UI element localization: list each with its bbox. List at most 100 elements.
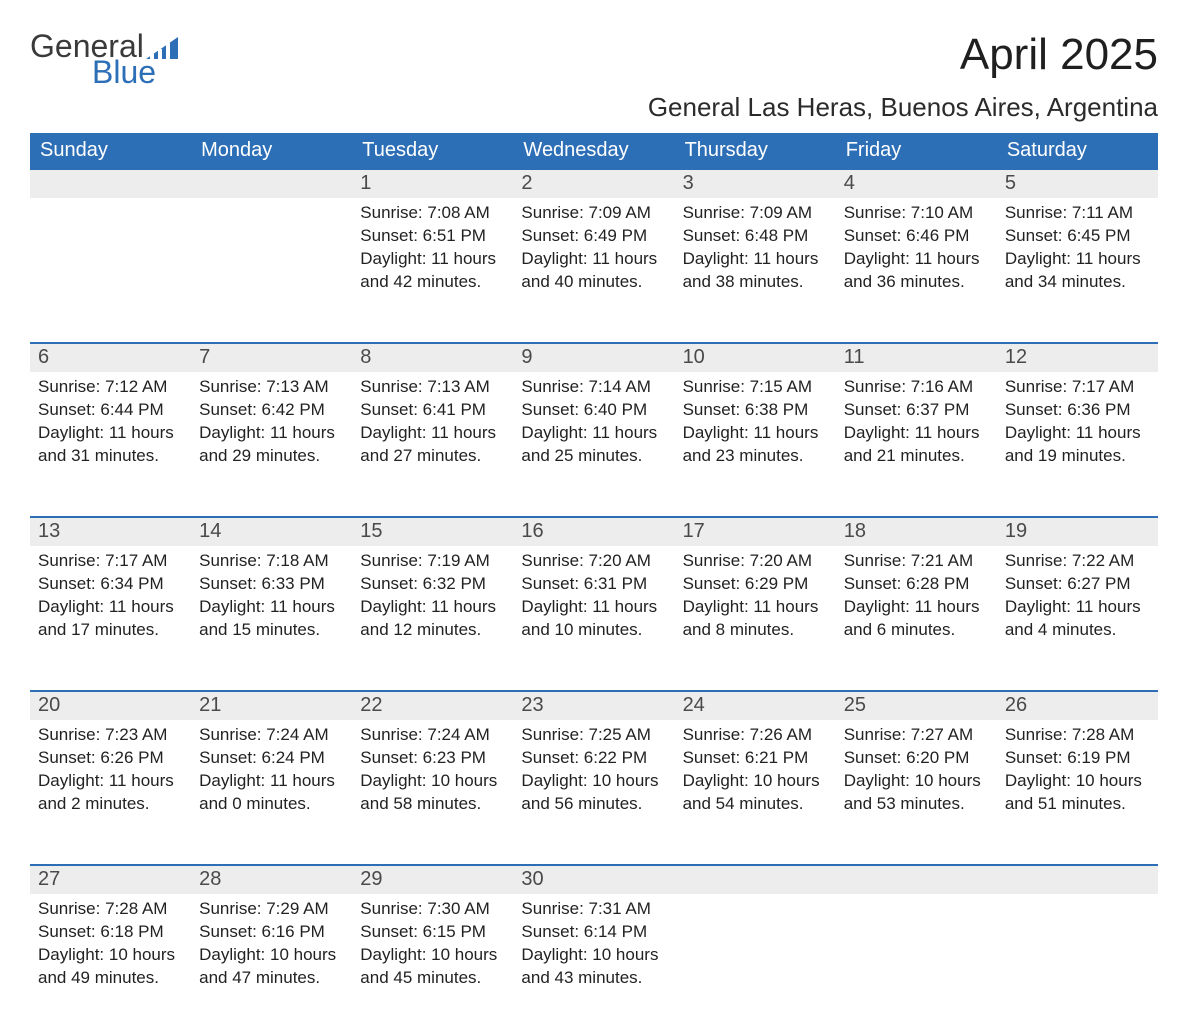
sunset-text: Sunset: 6:32 PM	[360, 573, 505, 596]
day-body: Sunrise: 7:20 AMSunset: 6:31 PMDaylight:…	[513, 546, 674, 642]
day-number: 11	[836, 344, 997, 372]
day-number: 17	[675, 518, 836, 546]
calendar-day	[191, 198, 352, 326]
location-subtitle: General Las Heras, Buenos Aires, Argenti…	[30, 92, 1158, 123]
brand-triangle-icon	[146, 32, 178, 64]
day-number-strip: 12345	[30, 170, 1158, 198]
calendar-day	[997, 894, 1158, 1022]
day-number	[191, 170, 352, 198]
calendar-day: Sunrise: 7:24 AMSunset: 6:23 PMDaylight:…	[352, 720, 513, 848]
week-body-row: Sunrise: 7:28 AMSunset: 6:18 PMDaylight:…	[30, 894, 1158, 1022]
sunrise-text: Sunrise: 7:17 AM	[1005, 376, 1150, 399]
daylight-text: Daylight: 10 hours and 47 minutes.	[199, 944, 344, 990]
daylight-text: Daylight: 10 hours and 49 minutes.	[38, 944, 183, 990]
day-body: Sunrise: 7:12 AMSunset: 6:44 PMDaylight:…	[30, 372, 191, 468]
sunset-text: Sunset: 6:51 PM	[360, 225, 505, 248]
sunrise-text: Sunrise: 7:15 AM	[683, 376, 828, 399]
sunrise-text: Sunrise: 7:24 AM	[199, 724, 344, 747]
day-body: Sunrise: 7:20 AMSunset: 6:29 PMDaylight:…	[675, 546, 836, 642]
day-number: 22	[352, 692, 513, 720]
sunset-text: Sunset: 6:14 PM	[521, 921, 666, 944]
sunset-text: Sunset: 6:33 PM	[199, 573, 344, 596]
day-body: Sunrise: 7:16 AMSunset: 6:37 PMDaylight:…	[836, 372, 997, 468]
day-number: 18	[836, 518, 997, 546]
day-body: Sunrise: 7:13 AMSunset: 6:41 PMDaylight:…	[352, 372, 513, 468]
week-body-row: Sunrise: 7:12 AMSunset: 6:44 PMDaylight:…	[30, 372, 1158, 500]
sunset-text: Sunset: 6:41 PM	[360, 399, 505, 422]
sunset-text: Sunset: 6:37 PM	[844, 399, 989, 422]
week-body-row: Sunrise: 7:17 AMSunset: 6:34 PMDaylight:…	[30, 546, 1158, 674]
page-header: General Blue April 2025	[30, 30, 1158, 88]
sunset-text: Sunset: 6:45 PM	[1005, 225, 1150, 248]
dow-wednesday: Wednesday	[513, 133, 674, 170]
sunrise-text: Sunrise: 7:21 AM	[844, 550, 989, 573]
day-number-strip: 6789101112	[30, 344, 1158, 372]
calendar-week: 27282930Sunrise: 7:28 AMSunset: 6:18 PMD…	[30, 864, 1158, 1022]
day-body: Sunrise: 7:27 AMSunset: 6:20 PMDaylight:…	[836, 720, 997, 816]
day-of-week-header: Sunday Monday Tuesday Wednesday Thursday…	[30, 133, 1158, 170]
calendar-day: Sunrise: 7:12 AMSunset: 6:44 PMDaylight:…	[30, 372, 191, 500]
daylight-text: Daylight: 11 hours and 36 minutes.	[844, 248, 989, 294]
day-number: 4	[836, 170, 997, 198]
calendar: Sunday Monday Tuesday Wednesday Thursday…	[30, 133, 1158, 1022]
day-number: 7	[191, 344, 352, 372]
day-body: Sunrise: 7:14 AMSunset: 6:40 PMDaylight:…	[513, 372, 674, 468]
week-body-row: Sunrise: 7:23 AMSunset: 6:26 PMDaylight:…	[30, 720, 1158, 848]
sunrise-text: Sunrise: 7:14 AM	[521, 376, 666, 399]
day-number: 1	[352, 170, 513, 198]
sunset-text: Sunset: 6:23 PM	[360, 747, 505, 770]
daylight-text: Daylight: 11 hours and 21 minutes.	[844, 422, 989, 468]
calendar-day	[675, 894, 836, 1022]
sunset-text: Sunset: 6:22 PM	[521, 747, 666, 770]
day-number: 5	[997, 170, 1158, 198]
sunrise-text: Sunrise: 7:24 AM	[360, 724, 505, 747]
sunrise-text: Sunrise: 7:16 AM	[844, 376, 989, 399]
day-number: 8	[352, 344, 513, 372]
day-number: 15	[352, 518, 513, 546]
daylight-text: Daylight: 11 hours and 6 minutes.	[844, 596, 989, 642]
sunrise-text: Sunrise: 7:23 AM	[38, 724, 183, 747]
sunrise-text: Sunrise: 7:09 AM	[683, 202, 828, 225]
dow-friday: Friday	[836, 133, 997, 170]
daylight-text: Daylight: 11 hours and 4 minutes.	[1005, 596, 1150, 642]
sunset-text: Sunset: 6:38 PM	[683, 399, 828, 422]
daylight-text: Daylight: 10 hours and 58 minutes.	[360, 770, 505, 816]
sunset-text: Sunset: 6:24 PM	[199, 747, 344, 770]
day-body: Sunrise: 7:28 AMSunset: 6:18 PMDaylight:…	[30, 894, 191, 990]
day-body: Sunrise: 7:17 AMSunset: 6:36 PMDaylight:…	[997, 372, 1158, 468]
day-number-strip: 27282930	[30, 866, 1158, 894]
sunrise-text: Sunrise: 7:17 AM	[38, 550, 183, 573]
dow-monday: Monday	[191, 133, 352, 170]
sunset-text: Sunset: 6:16 PM	[199, 921, 344, 944]
sunset-text: Sunset: 6:49 PM	[521, 225, 666, 248]
calendar-day: Sunrise: 7:20 AMSunset: 6:31 PMDaylight:…	[513, 546, 674, 674]
daylight-text: Daylight: 11 hours and 17 minutes.	[38, 596, 183, 642]
sunset-text: Sunset: 6:29 PM	[683, 573, 828, 596]
calendar-day: Sunrise: 7:13 AMSunset: 6:42 PMDaylight:…	[191, 372, 352, 500]
daylight-text: Daylight: 11 hours and 34 minutes.	[1005, 248, 1150, 294]
day-number: 30	[513, 866, 674, 894]
sunrise-text: Sunrise: 7:22 AM	[1005, 550, 1150, 573]
day-body: Sunrise: 7:15 AMSunset: 6:38 PMDaylight:…	[675, 372, 836, 468]
day-body: Sunrise: 7:13 AMSunset: 6:42 PMDaylight:…	[191, 372, 352, 468]
sunset-text: Sunset: 6:15 PM	[360, 921, 505, 944]
day-number: 19	[997, 518, 1158, 546]
day-number: 23	[513, 692, 674, 720]
sunrise-text: Sunrise: 7:18 AM	[199, 550, 344, 573]
day-body: Sunrise: 7:25 AMSunset: 6:22 PMDaylight:…	[513, 720, 674, 816]
day-body: Sunrise: 7:26 AMSunset: 6:21 PMDaylight:…	[675, 720, 836, 816]
calendar-day: Sunrise: 7:17 AMSunset: 6:36 PMDaylight:…	[997, 372, 1158, 500]
day-number: 2	[513, 170, 674, 198]
calendar-day: Sunrise: 7:15 AMSunset: 6:38 PMDaylight:…	[675, 372, 836, 500]
sunset-text: Sunset: 6:31 PM	[521, 573, 666, 596]
day-number	[675, 866, 836, 894]
day-body: Sunrise: 7:28 AMSunset: 6:19 PMDaylight:…	[997, 720, 1158, 816]
daylight-text: Daylight: 10 hours and 43 minutes.	[521, 944, 666, 990]
day-body: Sunrise: 7:22 AMSunset: 6:27 PMDaylight:…	[997, 546, 1158, 642]
day-body: Sunrise: 7:24 AMSunset: 6:24 PMDaylight:…	[191, 720, 352, 816]
day-number-strip: 20212223242526	[30, 692, 1158, 720]
day-body: Sunrise: 7:21 AMSunset: 6:28 PMDaylight:…	[836, 546, 997, 642]
day-number: 27	[30, 866, 191, 894]
day-body: Sunrise: 7:19 AMSunset: 6:32 PMDaylight:…	[352, 546, 513, 642]
sunrise-text: Sunrise: 7:25 AM	[521, 724, 666, 747]
